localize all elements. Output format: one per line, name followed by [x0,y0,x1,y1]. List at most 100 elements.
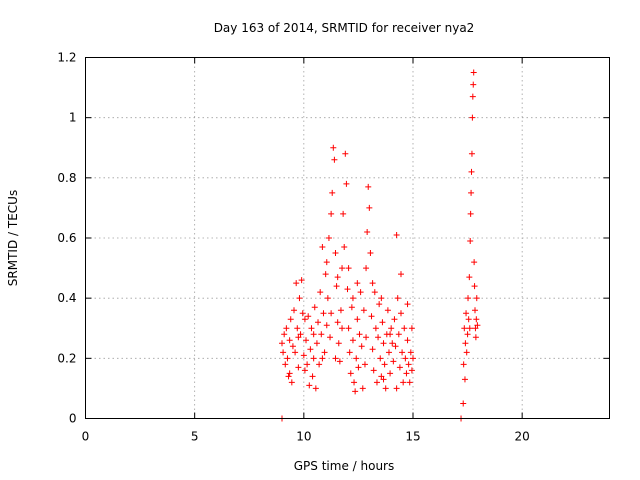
data-point [470,81,477,88]
data-point [406,379,413,386]
y-tick-label: 1.2 [57,51,76,65]
data-point [301,316,308,323]
data-point [391,316,398,323]
data-point [336,358,343,365]
data-point [293,280,300,287]
data-point [370,367,377,374]
data-point [340,210,347,217]
data-point [348,304,355,311]
y-tick-label: 0 [69,412,77,426]
data-point [301,367,308,374]
data-point [401,325,408,332]
data-point [363,265,370,272]
data-point [339,265,346,272]
data-point [461,376,468,383]
data-point [393,231,400,238]
data-point [394,295,401,302]
data-point [404,337,411,344]
data-point [349,295,356,302]
data-point [368,313,375,320]
data-point [469,93,476,100]
data-point [468,150,475,157]
data-point [339,325,346,332]
data-point [309,373,316,380]
data-point [353,355,360,362]
x-tick-label: 0 [82,430,90,444]
data-point [298,277,305,284]
data-point [366,204,373,211]
data-point [393,385,400,392]
data-point [324,295,331,302]
data-point [468,168,475,175]
data-point [347,370,354,377]
data-point [355,364,362,371]
data-point [468,189,475,196]
data-point [321,349,328,356]
data-point [323,322,330,329]
data-point [373,379,380,386]
data-point [396,364,403,371]
data-point [323,259,330,266]
x-tick-label: 20 [515,430,530,444]
data-point [356,331,363,338]
data-point [460,400,467,407]
data-point [306,382,313,389]
data-point [467,238,474,245]
data-point [315,319,322,326]
data-point [332,250,339,257]
data-point [389,340,396,347]
data-point [371,289,378,296]
data-point [372,325,379,332]
data-point [358,343,365,350]
data-point [320,310,327,317]
data-point [463,310,470,317]
data-point [313,340,320,347]
data-point [380,376,387,383]
data-point [291,307,298,314]
data-point [387,331,394,338]
data-point [379,319,386,326]
data-point [334,274,341,281]
data-point [467,210,474,217]
data-point [352,388,359,395]
data-point [317,289,324,296]
data-point [384,307,391,314]
data-point [331,156,338,163]
data-point [318,331,325,338]
data-point [297,331,304,338]
data-point [342,150,349,157]
data-point [470,69,477,76]
data-point [359,385,366,392]
data-point [408,367,415,374]
data-point [387,370,394,377]
axis-ticks: 0 0.2 0.4 0.6 0.8 1 1.2 0 5 10 15 20 [57,51,610,444]
data-point [472,325,479,332]
data-point [407,349,414,356]
data-point [304,361,311,368]
data-points [279,69,481,422]
data-point [473,316,480,323]
data-point [400,379,407,386]
data-point [341,244,348,251]
data-point [282,361,289,368]
data-point [474,322,481,329]
data-point [354,280,361,287]
data-point [364,228,371,235]
data-point [286,370,293,377]
data-point [357,289,364,296]
data-point [349,337,356,344]
y-tick-label: 0.4 [57,291,76,305]
data-point [305,313,312,320]
data-point [367,250,374,257]
data-point [300,352,307,359]
data-point [311,304,318,311]
y-tick-label: 0.2 [57,351,76,365]
data-point [385,349,392,356]
data-point [295,334,302,341]
data-point [354,316,361,323]
data-point [404,301,411,308]
data-point [365,183,372,190]
data-point [377,355,384,362]
data-point [460,361,467,368]
